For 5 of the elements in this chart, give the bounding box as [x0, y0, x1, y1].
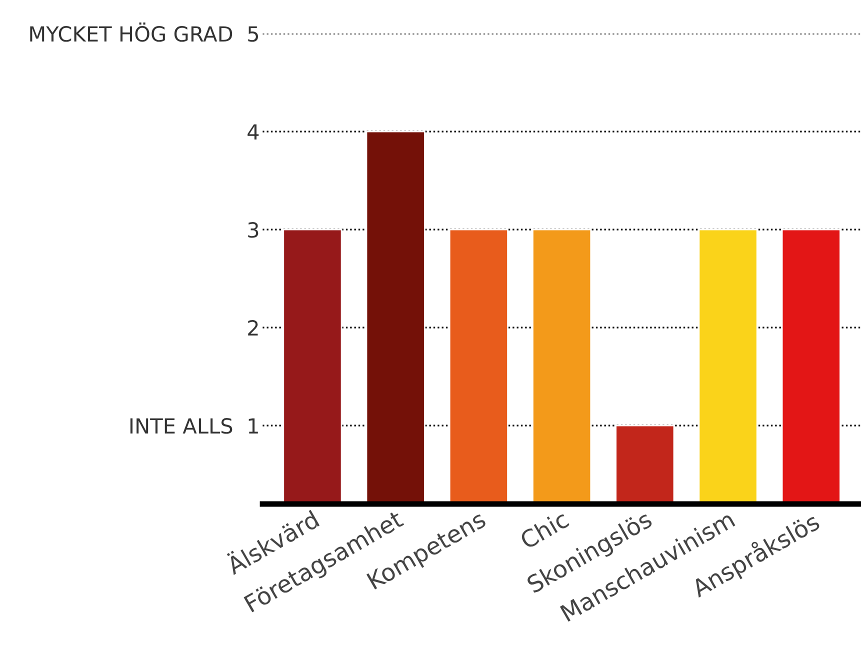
y-tick-label: 2: [248, 320, 258, 336]
y-tick-label: MYCKET HÖG GRAD 5: [30, 22, 258, 42]
y-tick-label: INTE ALLS 1: [130, 418, 258, 434]
y-tick-label: 4: [248, 124, 259, 140]
y-tick-label: 3: [248, 222, 258, 238]
